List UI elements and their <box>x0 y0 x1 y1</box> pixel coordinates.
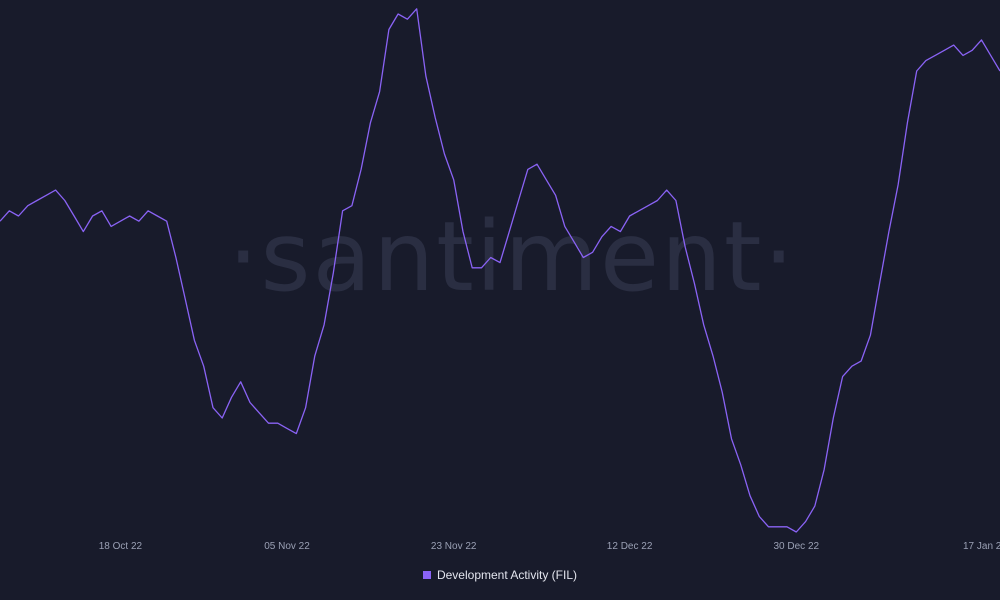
x-tick-label: 17 Jan 23 <box>963 541 1000 552</box>
x-tick-label: 12 Dec 22 <box>607 541 653 552</box>
x-axis: 18 Oct 22 05 Nov 22 23 Nov 22 12 Dec 22 30 D… <box>99 541 1000 552</box>
legend-swatch <box>422 571 431 579</box>
x-tick-label: 05 Nov 22 <box>264 541 310 552</box>
watermark: ·santiment· <box>228 201 796 313</box>
x-tick-label: 23 Nov 22 <box>431 541 477 552</box>
series-line-development-activity[interactable] <box>0 8 1000 533</box>
x-tick-label: 18 Oct 22 <box>99 541 143 552</box>
legend-label: Development Activity (FIL) <box>436 568 578 582</box>
legend[interactable]: Development Activity (FIL) <box>0 568 1000 582</box>
x-tick-label: 30 Dec 22 <box>774 541 820 552</box>
